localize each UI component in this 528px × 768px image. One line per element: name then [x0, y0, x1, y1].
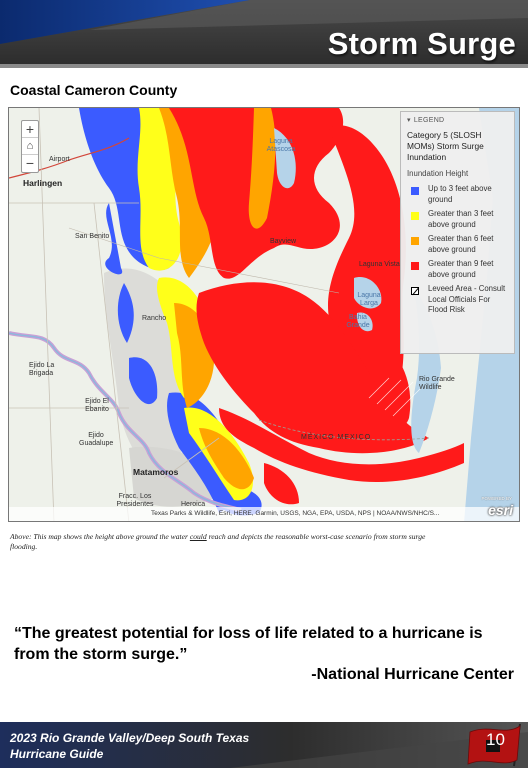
- legend-item-up-to-3ft: Up to 3 feet above ground: [407, 184, 508, 205]
- page-title: Storm Surge: [327, 26, 516, 61]
- quote-text: “The greatest potential for loss of life…: [14, 625, 483, 663]
- map-label-harlingen: Harlingen: [23, 178, 63, 188]
- caption-underlined: could: [189, 532, 207, 541]
- map-attribution: Texas Parks & Wildlife, Esri, HERE, Garm…: [9, 507, 519, 521]
- levee-hatch-icon: [411, 287, 419, 295]
- map-label-ejido-el-ebanito: Ejido El Ebanito: [85, 398, 109, 413]
- legend-item-label: Greater than 6 feet above ground: [428, 234, 494, 254]
- page-number: 10: [486, 730, 505, 749]
- map-label-bayview: Bayview: [270, 238, 297, 245]
- legend-item-label: Greater than 9 feet above ground: [428, 259, 494, 279]
- legend-item-label: Up to 3 feet above ground: [428, 184, 492, 204]
- legend-subheading: Inundation Height: [407, 169, 469, 178]
- storm-surge-map[interactable]: + ⌂ − Airport Harlingen San Benito Lagun…: [8, 107, 520, 522]
- legend-item-gt-9ft: Greater than 9 feet above ground: [407, 259, 508, 280]
- legend-item-gt-6ft: Greater than 6 feet above ground: [407, 234, 508, 255]
- legend-swatch-orange: [411, 237, 419, 245]
- header-banner: Storm Surge: [0, 0, 528, 68]
- map-label-laguna-larga: Laguna Larga: [357, 292, 381, 307]
- footer-text: 2023 Rio Grande Valley/Deep South Texas …: [10, 730, 249, 762]
- chevron-down-icon[interactable]: ▾: [407, 117, 411, 124]
- map-label-airport: Airport: [49, 156, 70, 163]
- map-label-rio-grande-wildlife: Rio Grande Wildlife: [419, 376, 455, 391]
- map-label-rancho: Rancho: [142, 315, 167, 322]
- zoom-out-button[interactable]: −: [25, 155, 35, 171]
- map-label-matamoros: Matamoros: [133, 467, 179, 477]
- legend-item-label: Greater than 3 feet above ground: [428, 209, 494, 229]
- map-label-laguna-atascosa: Laguna Atascosa: [266, 138, 296, 153]
- map-canvas: [9, 108, 519, 521]
- map-label-ejido-la-brigada: Ejido La Brigada: [29, 362, 55, 377]
- legend-header-label: LEGEND: [413, 117, 445, 124]
- caption-text-before: Above: This map shows the height above g…: [10, 532, 190, 541]
- map-label-bahia-grande: Bahia Grande: [346, 314, 370, 329]
- legend-swatch-blue: [411, 187, 419, 195]
- map-label-ejido-guadalupe: Ejido Guadalupe: [79, 432, 114, 447]
- map-label-mexico: MÉXICO MEXICO: [301, 434, 372, 441]
- home-icon[interactable]: ⌂: [22, 138, 38, 155]
- hurricane-flag-icon: [467, 723, 521, 767]
- legend-title: Category 5 (SLOSH MOMs) Storm Surge Inun…: [407, 130, 484, 162]
- map-label-laguna-vista: Laguna Vista: [359, 261, 400, 268]
- map-label-fracc-presidentes: Fracc. Los Presidentes: [116, 493, 154, 508]
- map-subtitle: Coastal Cameron County: [10, 82, 178, 98]
- map-legend: ▾ LEGEND Category 5 (SLOSH MOMs) Storm Su…: [400, 111, 515, 354]
- powered-by-label: POWERED BY: [481, 496, 512, 501]
- footer-line-2: Hurricane Guide: [10, 747, 104, 761]
- legend-header[interactable]: ▾ LEGEND: [407, 116, 508, 124]
- legend-item-label: Leveed Area - Consult Local Officials Fo…: [428, 284, 506, 314]
- legend-swatch-yellow: [411, 212, 419, 220]
- footer-line-1: 2023 Rio Grande Valley/Deep South Texas: [10, 731, 250, 745]
- esri-logo: esri: [488, 502, 513, 518]
- caption-text-after: reach and depicts the reasonable worst-c…: [10, 532, 426, 551]
- legend-swatch-red: [411, 262, 419, 270]
- zoom-control: + ⌂ −: [21, 120, 39, 173]
- map-caption: Above: This map shows the height above g…: [10, 532, 430, 552]
- footer-banner: 2023 Rio Grande Valley/Deep South Texas …: [0, 722, 528, 768]
- legend-item-gt-3ft: Greater than 3 feet above ground: [407, 209, 508, 230]
- legend-item-levee: Leveed Area - Consult Local Officials Fo…: [407, 284, 508, 316]
- map-label-heroica: Heroica: [181, 501, 206, 508]
- map-label-san-benito: San Benito: [75, 233, 110, 240]
- footer-background: [0, 722, 528, 768]
- quote-attribution: -National Hurricane Center: [311, 666, 514, 683]
- header-background: [0, 0, 528, 68]
- zoom-in-button[interactable]: +: [22, 121, 38, 138]
